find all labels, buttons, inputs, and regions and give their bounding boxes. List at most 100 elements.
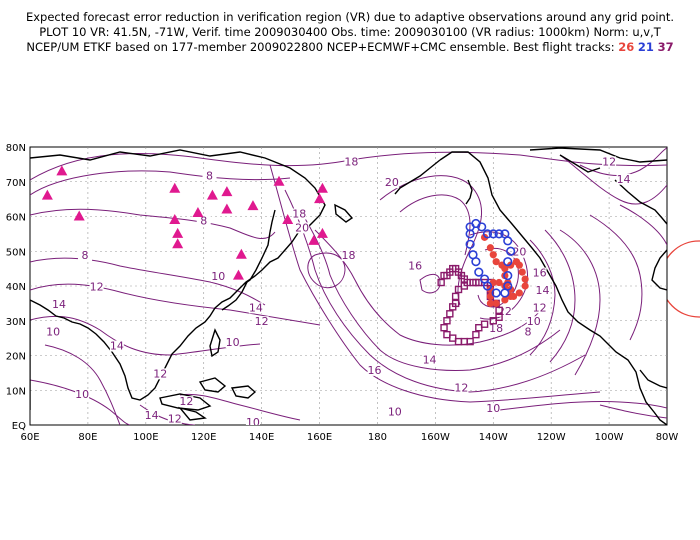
track-26-point <box>501 282 509 290</box>
observation-triangle <box>232 269 244 280</box>
contour-label: 8 <box>200 214 207 227</box>
track-37-point <box>443 317 451 325</box>
track-26-point <box>512 258 521 266</box>
contour-label-bg <box>225 337 240 349</box>
lat-label: 80N <box>6 143 26 154</box>
track-26-point <box>521 275 529 283</box>
track-26-point <box>518 268 526 276</box>
track-26-point <box>495 278 503 287</box>
track-37-point <box>451 292 460 301</box>
contour-line <box>477 247 519 308</box>
contour-label: 12 <box>90 280 104 293</box>
coastline <box>614 179 667 225</box>
observation-triangle <box>172 227 184 238</box>
contour-label-bg <box>344 156 359 168</box>
contour-line <box>179 393 301 421</box>
lon-label: 80W <box>656 432 679 443</box>
contour-label: 14 <box>249 301 263 314</box>
track-37-point <box>466 337 474 346</box>
track-26-point <box>489 251 497 259</box>
contour-label: 18 <box>342 249 356 262</box>
track-21-point <box>503 257 513 267</box>
lat-label: 70N <box>6 178 26 189</box>
contour-label: 12 <box>168 413 182 426</box>
contour-label: 20 <box>385 176 399 189</box>
title-line-2: PLOT 10 VR: 41.5N, -71W, Verif. time 200… <box>39 25 661 39</box>
track-37-point <box>449 303 457 311</box>
contour-label-bg <box>454 382 469 394</box>
contour-label: 14 <box>617 173 631 186</box>
track-37-point <box>454 285 463 294</box>
contour-label: 12 <box>533 301 547 314</box>
contour-label-bg <box>144 410 159 422</box>
contour-label-bg <box>211 271 226 283</box>
contour-label: 12 <box>602 155 616 168</box>
observation-triangle <box>73 210 85 221</box>
contour-label: 12 <box>454 381 468 394</box>
contour-line <box>579 147 667 176</box>
contour-label-bg <box>179 396 194 408</box>
lat-label: 50N <box>6 247 26 258</box>
coastline <box>334 203 354 223</box>
contour-label: 14 <box>423 353 437 366</box>
contour-label: 10 <box>211 270 225 283</box>
observation-triangle <box>273 175 285 186</box>
contour-line <box>307 252 346 289</box>
lat-label: 10N <box>6 386 26 397</box>
coastline <box>221 281 248 311</box>
contour-label-bg <box>292 208 307 220</box>
contour-label-bg <box>497 305 512 317</box>
contour-label: 18 <box>489 322 503 335</box>
observation-triangle <box>247 200 259 211</box>
contour-label-bg <box>535 284 550 296</box>
contour-label-bg <box>46 326 61 338</box>
contour-label-bg <box>254 316 269 328</box>
flight-tracks <box>437 218 529 346</box>
contour-label-bg <box>489 323 504 335</box>
contour-label: 14 <box>52 298 66 311</box>
lon-label: 140W <box>479 432 508 443</box>
contour-label: 20 <box>295 221 309 234</box>
contour-label: 12 <box>179 395 193 408</box>
contour-label-bg <box>602 156 617 168</box>
contour-label-bg <box>248 302 263 314</box>
contour-line <box>44 344 121 425</box>
observation-triangle <box>192 207 204 218</box>
contour-label-bg <box>245 417 260 425</box>
observation-triangle <box>221 203 233 214</box>
title-line-3: NCEP/UM ETKF based on 177-member 2009022… <box>0 40 700 55</box>
contour-line <box>399 194 471 256</box>
contour-label: 10 <box>46 326 60 339</box>
coastline <box>243 231 271 285</box>
contour-label: 16 <box>408 260 422 273</box>
contour-label-bg <box>532 302 547 314</box>
coastline <box>559 154 601 173</box>
title-line-1: Expected forecast error reduction in ver… <box>25 10 675 24</box>
lat-lon-grid <box>30 147 667 425</box>
track-id-26: 26 <box>618 40 635 54</box>
lon-label: 140E <box>249 432 274 443</box>
observation-triangle <box>56 165 68 176</box>
track-21-point <box>506 246 516 256</box>
contour-label: 8 <box>206 169 213 182</box>
contour-label: 10 <box>75 388 89 401</box>
track-21-point <box>500 229 510 239</box>
coastline <box>209 328 221 358</box>
title-line-3-text: NCEP/UM ETKF based on 177-member 2009022… <box>26 40 615 54</box>
track-21-point <box>482 229 493 239</box>
track-37-point <box>480 320 489 328</box>
coastline <box>269 209 276 233</box>
contour-label-bg <box>408 260 423 272</box>
lat-label: EQ <box>12 421 26 432</box>
contour-label-bg <box>532 267 547 279</box>
contour-label: 20 <box>512 246 526 259</box>
contour-line <box>619 204 667 246</box>
track-21-point <box>465 239 475 249</box>
observation-triangles <box>41 165 328 280</box>
track-21-point <box>474 267 484 277</box>
observation-triangle <box>316 227 328 238</box>
coastline <box>394 159 441 195</box>
contour-label-bg <box>295 222 310 234</box>
coastline <box>465 179 473 205</box>
track-26-point <box>492 299 500 307</box>
